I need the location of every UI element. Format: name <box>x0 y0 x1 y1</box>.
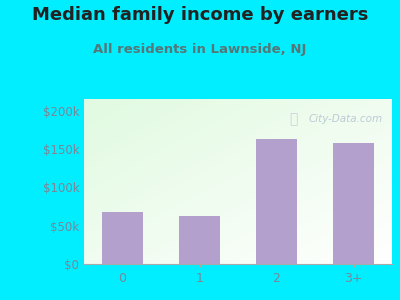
Text: City-Data.com: City-Data.com <box>309 114 383 124</box>
Text: All residents in Lawnside, NJ: All residents in Lawnside, NJ <box>93 44 307 56</box>
Bar <box>334 143 374 264</box>
Text: Median family income by earners: Median family income by earners <box>32 6 368 24</box>
Bar <box>102 212 142 264</box>
Text: Ⓜ: Ⓜ <box>289 112 298 126</box>
Bar <box>180 216 220 264</box>
Bar <box>256 139 296 264</box>
